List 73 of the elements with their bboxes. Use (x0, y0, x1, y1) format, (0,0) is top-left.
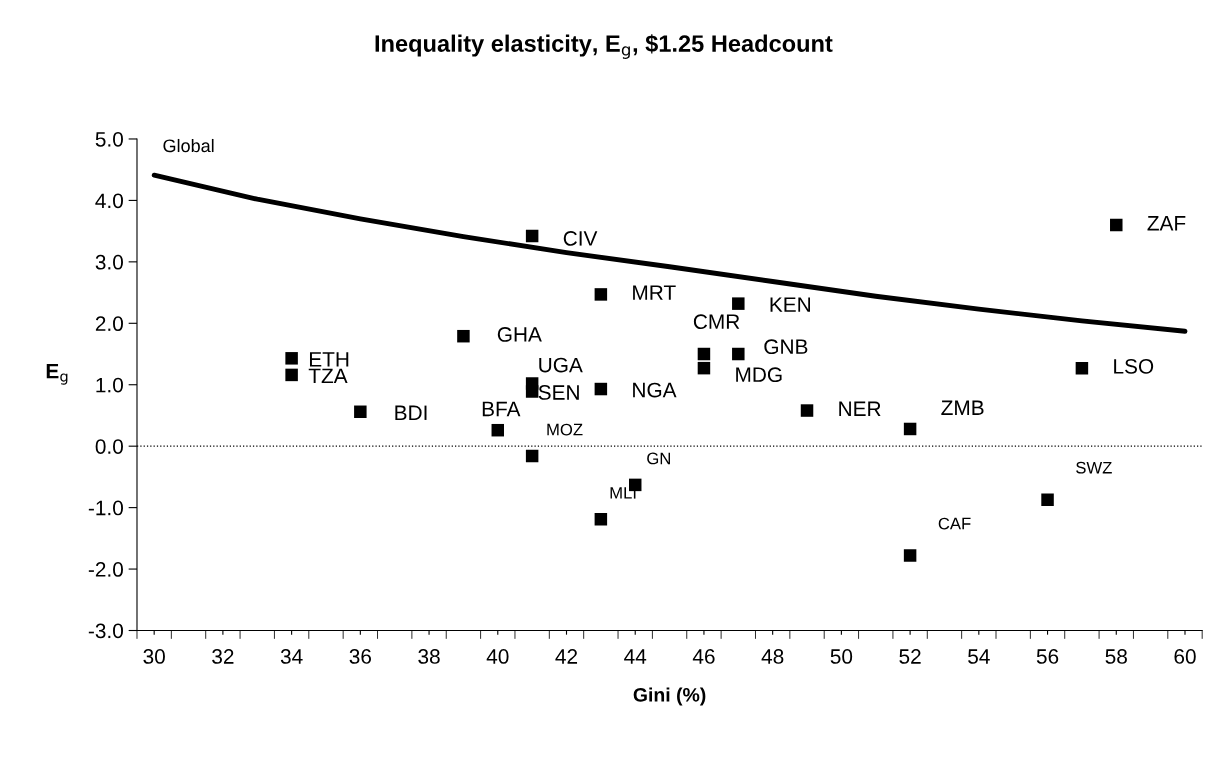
annotation: ZMB (941, 400, 984, 415)
annotation: KEN (770, 297, 810, 312)
point (1041, 493, 1054, 506)
x-tick-label: 30 (143, 649, 165, 664)
point (800, 404, 814, 417)
point (903, 422, 917, 436)
x-tick-label: 40 (486, 649, 509, 664)
y-tick-label: 3.0 (95, 254, 123, 270)
x-tick-label: 44 (624, 649, 647, 664)
x-tick-label: 32 (212, 649, 234, 664)
annotation: UGA (539, 357, 583, 373)
point (491, 423, 505, 437)
annotation: GN (647, 452, 670, 465)
x-tick-label: 54 (968, 649, 990, 664)
point (525, 449, 539, 463)
point (525, 385, 539, 398)
x-tick-label: 46 (692, 649, 715, 664)
annotation: NGA (633, 382, 677, 398)
x-tick-label: 38 (418, 649, 440, 664)
point (903, 549, 917, 562)
annotation: GHA (497, 327, 542, 342)
series-label: Global (163, 138, 214, 153)
x-tick-label: 50 (830, 649, 853, 664)
y-tick-label: -2.0 (88, 562, 123, 577)
annotation: LSO (1114, 358, 1154, 374)
x-tick-label: 48 (761, 649, 784, 664)
y-tick-label: 0.0 (95, 439, 123, 454)
point (732, 347, 745, 361)
annotation: ETH (309, 352, 349, 367)
annotation: GNB (764, 339, 808, 355)
x-tick-label: 56 (1036, 649, 1059, 664)
point (697, 347, 711, 361)
y-tick-label: 1.0 (96, 377, 123, 393)
annotation: SWZ (1076, 461, 1112, 474)
x-tick-label: 58 (1105, 649, 1127, 664)
point (732, 297, 745, 310)
point (525, 229, 539, 243)
annotation: SEN (538, 385, 579, 400)
x-tick-label: 42 (555, 649, 578, 664)
annotation: MDG (736, 367, 782, 383)
y-tick-label: -3.0 (88, 623, 123, 639)
x-tick-label: 36 (349, 649, 372, 664)
point (594, 288, 608, 301)
annotation: CAF (938, 517, 971, 530)
point (285, 352, 298, 365)
annotation: MRT (633, 285, 676, 300)
chart-title: Inequality elasticity, E$_{g}$, $1.25 Headcount (375, 34, 833, 59)
y-tick-label: 5.0 (95, 131, 123, 147)
annotation: MOZ (547, 423, 583, 436)
annotation: CIV (563, 231, 598, 246)
annotation: BFA (482, 401, 521, 417)
y-tick-label: 2.0 (95, 316, 123, 332)
point (1110, 218, 1123, 232)
x-axis-title: Gini (%) (633, 687, 706, 706)
annotation: TZA (308, 368, 348, 384)
point (457, 329, 470, 343)
point (1075, 361, 1089, 375)
annotation: ZAF (1147, 216, 1186, 231)
point (354, 405, 367, 419)
point (594, 513, 608, 526)
y-tick-label: 4.0 (95, 193, 123, 209)
y-axis-title: E$_{g}$ (46, 363, 68, 385)
annotation: CMR (693, 314, 740, 330)
annotation: MLI (610, 487, 636, 499)
x-tick-label: 34 (280, 649, 303, 664)
point (285, 368, 298, 382)
x-tick-label: 60 (1174, 649, 1196, 664)
annotation: BDI (395, 405, 427, 420)
annotation: NER (839, 401, 881, 416)
point (697, 361, 711, 375)
y-tick-label: -1.0 (88, 500, 123, 516)
x-tick-label: 52 (899, 649, 921, 664)
point (594, 382, 608, 396)
